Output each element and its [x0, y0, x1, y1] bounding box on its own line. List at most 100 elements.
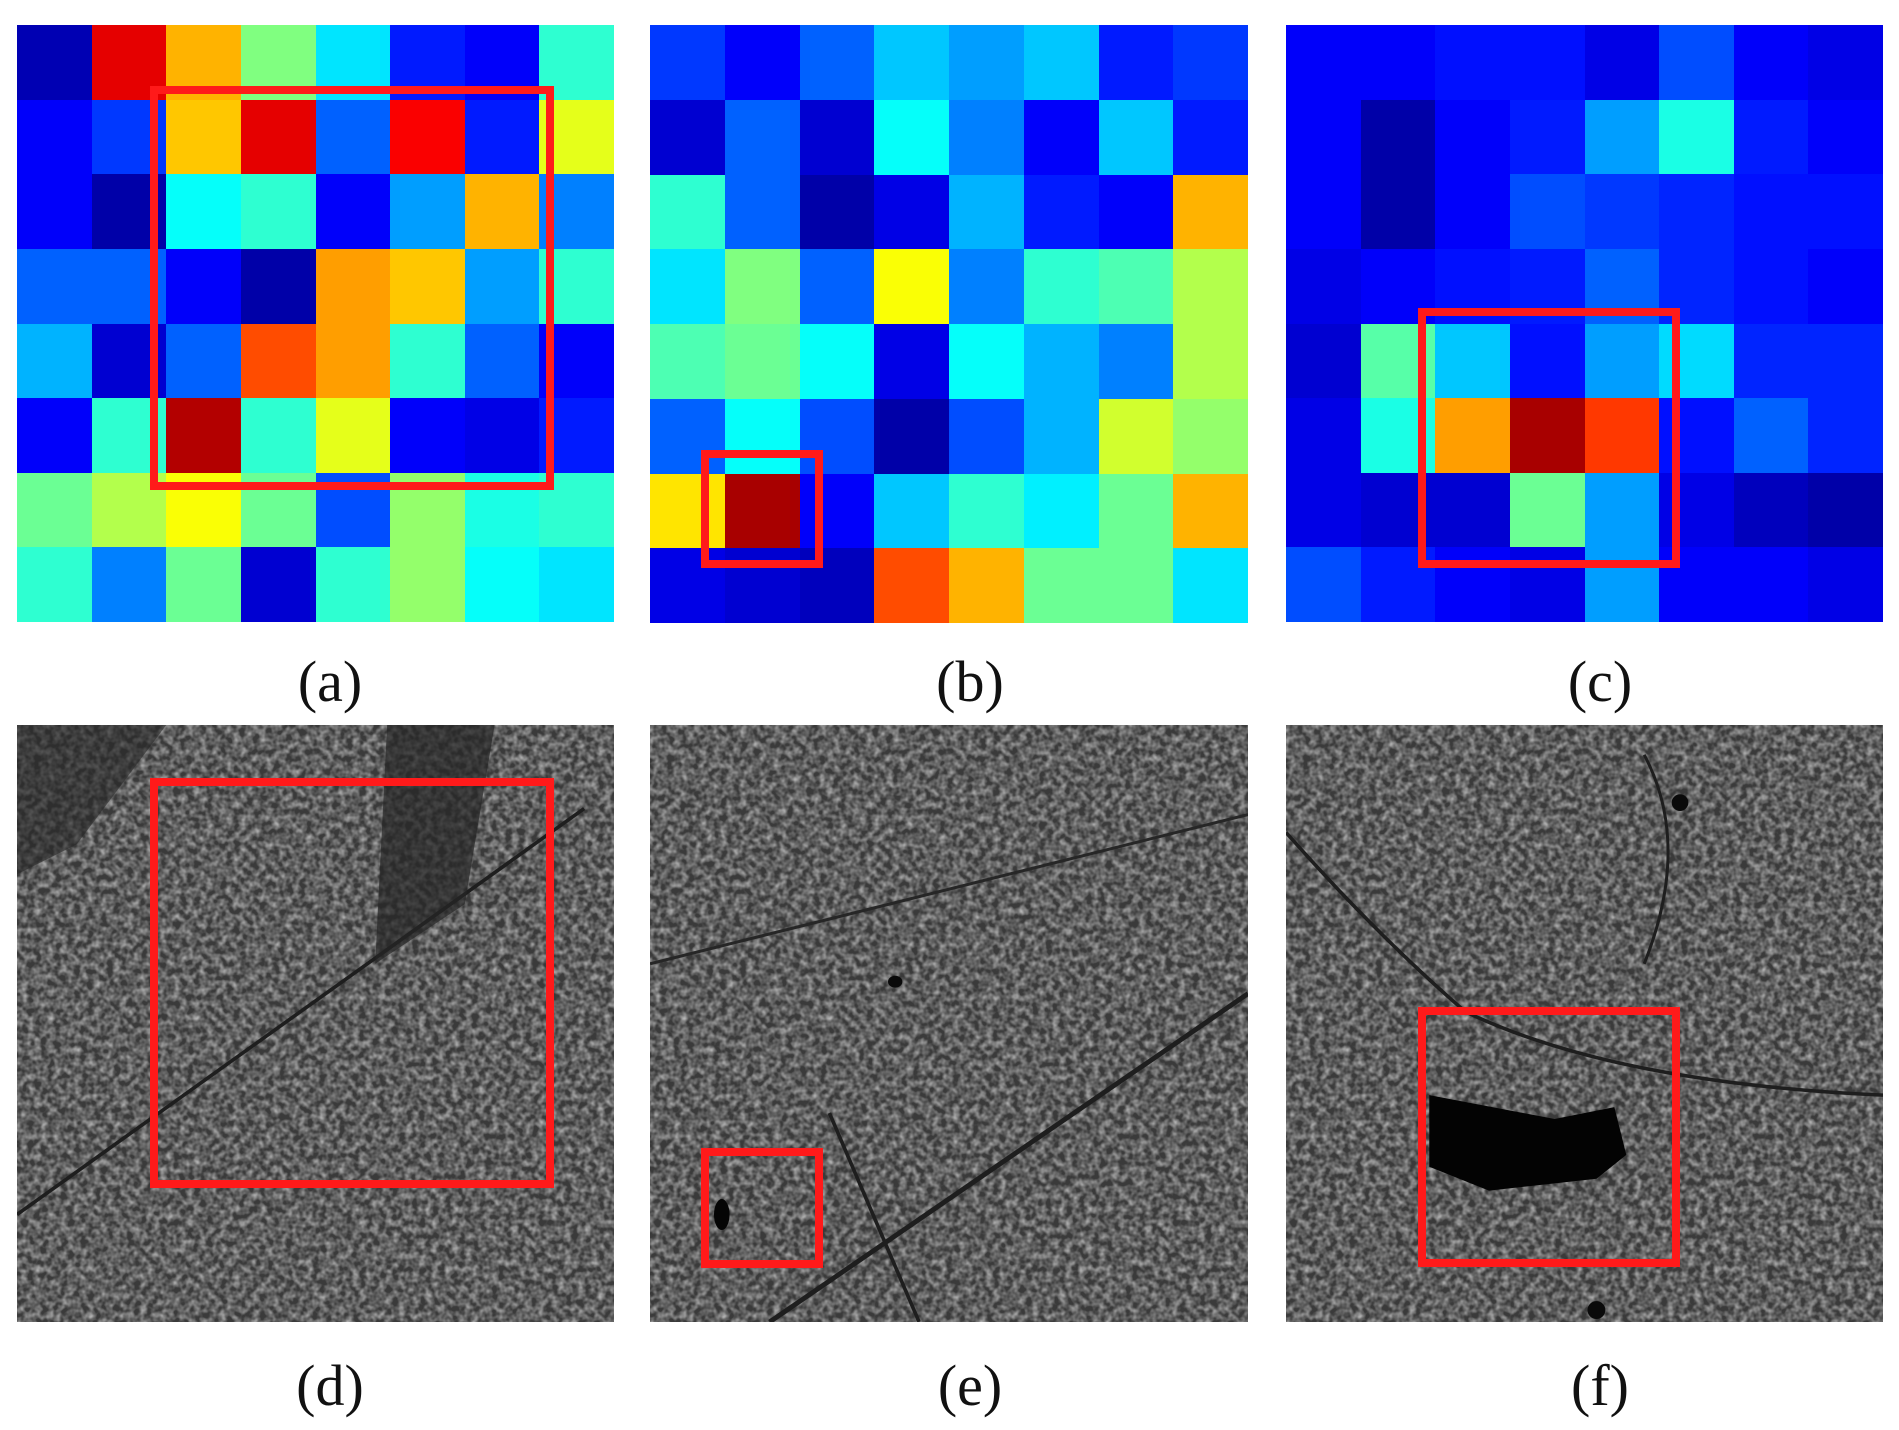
heatmap-cell: [1584, 323, 1660, 399]
heatmap-cell: [1733, 99, 1809, 175]
heatmap-cell: [724, 548, 800, 623]
heatmap-cell: [240, 174, 316, 249]
heatmap-cell: [1659, 248, 1734, 324]
heatmap-cell: [1023, 473, 1099, 549]
heatmap-cell: [799, 398, 875, 474]
heatmap-cell: [390, 547, 465, 622]
heatmap-cell: [464, 547, 540, 622]
heatmap-cell: [315, 547, 391, 622]
heatmap-a: [17, 25, 614, 622]
heatmap-cell: [1733, 472, 1809, 548]
heatmap-cell: [91, 99, 167, 175]
heatmap-cell: [799, 249, 875, 324]
heatmap-cell: [724, 249, 800, 324]
heatmap-cell: [315, 25, 391, 100]
heatmap-cell: [1659, 99, 1734, 175]
heatmap-cell: [1098, 25, 1174, 100]
heatmap-cell: [724, 324, 800, 399]
heatmap-cell: [724, 25, 800, 100]
heatmap-cell: [1808, 99, 1883, 175]
heatmap-cell: [1360, 25, 1436, 100]
caption-b: (b): [936, 649, 1004, 714]
heatmap-cell: [1733, 174, 1809, 249]
heatmap-cell: [799, 25, 875, 100]
heatmap-cell: [91, 323, 167, 399]
heatmap-cell: [1435, 323, 1510, 399]
heatmap-cell: [1098, 473, 1174, 549]
heatmap-cell: [240, 547, 316, 622]
heatmap-cell: [17, 99, 92, 175]
heatmap-cell: [874, 99, 949, 175]
heatmap-cell: [1808, 398, 1883, 473]
caption-e: (e): [937, 1353, 1003, 1418]
heatmap-cell: [1173, 324, 1248, 399]
heatmap-cell: [1808, 472, 1883, 548]
heatmap-cell: [650, 548, 725, 623]
heatmap-cell: [1098, 398, 1174, 474]
heatmap-cell: [799, 99, 875, 175]
heatmap-cell: [390, 398, 465, 473]
heatmap-cell: [464, 248, 540, 324]
heatmap-cell: [1435, 248, 1510, 324]
heatmap-cell: [1098, 324, 1174, 399]
heatmap-cell: [1584, 25, 1660, 100]
heatmap-cell: [166, 398, 241, 473]
heatmap-cell: [1808, 547, 1883, 622]
heatmap-cell: [949, 398, 1024, 474]
heatmap-cell: [17, 248, 92, 324]
heatmap-cell: [1023, 99, 1099, 175]
heatmap-b: [650, 25, 1248, 623]
heatmap-cell: [1023, 249, 1099, 324]
heatmap-cell: [1286, 547, 1361, 622]
heatmap-cell: [874, 548, 949, 623]
caption-a: (a): [297, 649, 363, 714]
heatmap-cell: [1509, 174, 1585, 249]
heatmap-cell: [650, 398, 725, 474]
heatmap-cell: [315, 398, 391, 473]
heatmap-cell: [464, 398, 540, 473]
heatmap-cell: [1584, 398, 1660, 473]
heatmap-cell: [390, 472, 465, 548]
heatmap-cell: [166, 99, 241, 175]
heatmap-cell: [1360, 248, 1436, 324]
heatmap-cell: [539, 547, 614, 622]
heatmap-cell: [464, 99, 540, 175]
heatmap-cell: [91, 398, 167, 473]
heatmap-cell: [949, 324, 1024, 399]
heatmap-cell: [949, 473, 1024, 549]
heatmap-cell: [315, 472, 391, 548]
heatmap-cell: [166, 174, 241, 249]
heatmap-cell: [240, 99, 316, 175]
heatmap-cell: [650, 249, 725, 324]
heatmap-cell: [650, 25, 725, 100]
heatmap-cell: [539, 248, 614, 324]
heatmap-cell: [1286, 323, 1361, 399]
heatmap-cell: [1509, 472, 1585, 548]
heatmap-cell: [650, 174, 725, 250]
heatmap-cell: [91, 547, 167, 622]
heatmap-cell: [1509, 323, 1585, 399]
heatmap-cell: [240, 25, 316, 100]
heatmap-cell: [1286, 398, 1361, 473]
heatmap-cell: [1023, 398, 1099, 474]
heatmap-cell: [390, 323, 465, 399]
heatmap-c: [1286, 25, 1883, 622]
heatmap-cell: [799, 174, 875, 250]
heatmap-cell: [17, 25, 92, 100]
heatmap-cell: [240, 323, 316, 399]
heatmap-cell: [1286, 472, 1361, 548]
caption-d: (d): [296, 1353, 364, 1418]
heatmap-cell: [1286, 99, 1361, 175]
sar-image-f: [1286, 725, 1883, 1322]
sar-image-e: [650, 725, 1248, 1322]
heatmap-cell: [539, 398, 614, 473]
heatmap-cell: [390, 99, 465, 175]
heatmap-cell: [1360, 323, 1436, 399]
heatmap-cell: [1509, 547, 1585, 622]
heatmap-cell: [724, 174, 800, 250]
heatmap-cell: [1509, 398, 1585, 473]
heatmap-cell: [390, 25, 465, 100]
heatmap-cell: [1023, 324, 1099, 399]
heatmap-cell: [17, 323, 92, 399]
heatmap-cell: [1023, 25, 1099, 100]
